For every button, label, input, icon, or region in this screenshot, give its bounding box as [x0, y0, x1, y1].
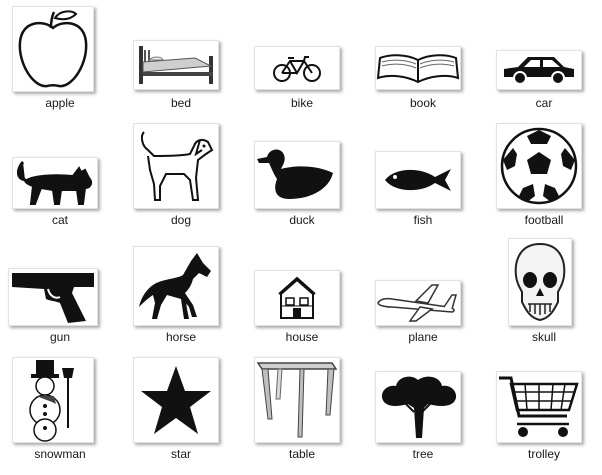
thumbnail-label: house: [285, 330, 319, 344]
thumbnail-label: bed: [170, 96, 192, 110]
thumbnail-car[interactable]: car: [484, 0, 602, 118]
bed-icon: [133, 40, 219, 90]
thumbnail-label: dog: [170, 213, 192, 227]
thumbnail-label: trolley: [527, 447, 560, 461]
plane-icon: [375, 280, 461, 326]
car-icon: [496, 50, 582, 90]
thumbnail-skull[interactable]: skull: [484, 234, 602, 352]
thumbnail-label: snowman: [34, 447, 86, 461]
thumbnail-house[interactable]: house: [242, 234, 362, 352]
bike-icon: [254, 46, 340, 90]
thumbnail-label: football: [524, 213, 564, 227]
thumbnail-label: star: [170, 447, 191, 461]
trolley-icon: [496, 371, 582, 443]
book-icon: [375, 46, 461, 90]
tree-icon: [375, 371, 461, 443]
thumbnail-dog[interactable]: dog: [121, 117, 241, 235]
thumbnail-label: skull: [531, 330, 556, 344]
star-icon: [133, 357, 219, 443]
thumbnail-label: car: [535, 96, 553, 110]
thumbnail-label: duck: [289, 213, 315, 227]
thumbnail-snowman[interactable]: snowman: [0, 351, 120, 469]
thumbnail-bed[interactable]: bed: [121, 0, 241, 118]
skull-icon: [508, 238, 572, 326]
thumbnail-cat[interactable]: cat: [0, 117, 120, 235]
thumbnail-horse[interactable]: horse: [121, 234, 241, 352]
thumbnail-label: book: [409, 96, 437, 110]
thumbnail-bike[interactable]: bike: [242, 0, 362, 118]
thumbnail-football[interactable]: football: [484, 117, 602, 235]
football-icon: [496, 123, 582, 209]
thumbnail-label: table: [288, 447, 316, 461]
apple-icon: [12, 6, 94, 92]
thumbnail-label: bike: [290, 96, 313, 110]
thumbnail-gun[interactable]: gun: [0, 234, 120, 352]
thumbnail-plane[interactable]: plane: [363, 234, 483, 352]
cat-icon: [12, 157, 98, 209]
gun-icon: [8, 268, 98, 326]
thumbnail-tree[interactable]: tree: [363, 351, 483, 469]
thumbnail-label: fish: [413, 213, 433, 227]
table-icon: [254, 357, 340, 443]
thumbnail-label: apple: [45, 96, 75, 110]
thumbnail-label: plane: [408, 330, 438, 344]
thumbnail-label: tree: [412, 447, 434, 461]
house-icon: [254, 270, 340, 326]
horse-icon: [133, 246, 219, 326]
thumbnail-trolley[interactable]: trolley: [484, 351, 602, 469]
duck-icon: [254, 141, 340, 209]
thumbnail-label: gun: [49, 330, 71, 344]
thumbnail-table[interactable]: table: [242, 351, 362, 469]
thumbnail-duck[interactable]: duck: [242, 117, 362, 235]
thumbnail-book[interactable]: book: [363, 0, 483, 118]
thumbnail-fish[interactable]: fish: [363, 117, 483, 235]
snowman-icon: [12, 357, 94, 443]
fish-icon: [375, 151, 461, 209]
thumbnail-apple[interactable]: apple: [0, 0, 120, 118]
dog-icon: [133, 123, 219, 209]
thumbnail-star[interactable]: star: [121, 351, 241, 469]
thumbnail-label: cat: [51, 213, 68, 227]
thumbnail-label: horse: [165, 330, 197, 344]
